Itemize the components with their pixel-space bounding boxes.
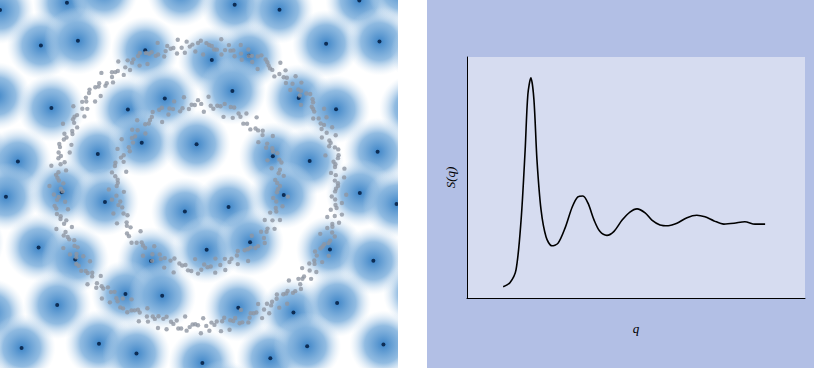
svg-text:S(q): S(q) — [443, 167, 458, 189]
svg-text:q: q — [633, 321, 640, 336]
